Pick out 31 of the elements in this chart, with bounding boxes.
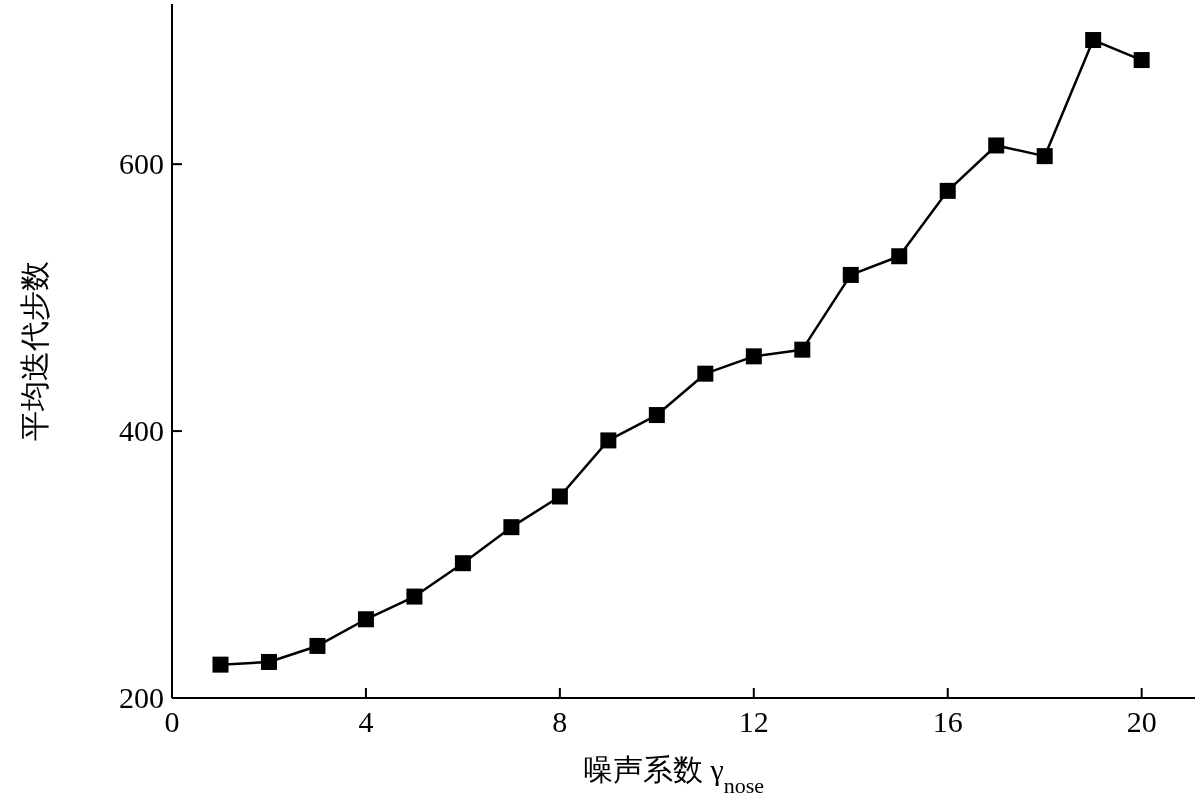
point: [1036, 148, 1053, 165]
point: [988, 137, 1005, 154]
x-tick-label: 20: [1126, 705, 1157, 738]
y-tick-label: 400: [119, 414, 164, 448]
point: [357, 611, 374, 628]
y-tick-label: 200: [119, 681, 164, 714]
x-axis-title: 噪声系数 γ$_{nose}$: [582, 753, 765, 798]
x-tick-label: 8: [552, 705, 568, 738]
x-tick-label: 12: [738, 705, 769, 738]
point: [503, 519, 520, 536]
point: [1133, 52, 1150, 69]
x-tick-label: 0: [164, 705, 180, 738]
point: [842, 266, 859, 283]
point: [648, 407, 665, 424]
point: [697, 365, 714, 382]
x-tick-label: 4: [358, 705, 374, 738]
point: [454, 555, 471, 572]
point: [406, 588, 423, 605]
y-tick-label: 600: [119, 147, 164, 181]
point: [260, 653, 277, 670]
point: [309, 637, 326, 654]
point: [891, 248, 908, 265]
point: [939, 182, 956, 199]
point: [600, 432, 617, 449]
x-tick-label: 16: [932, 705, 963, 738]
point: [212, 656, 229, 673]
point: [551, 488, 568, 505]
point: [1085, 32, 1102, 49]
point: [794, 341, 811, 358]
y-axis-title: 平均迭代步数: [18, 261, 51, 441]
point: [745, 348, 762, 365]
